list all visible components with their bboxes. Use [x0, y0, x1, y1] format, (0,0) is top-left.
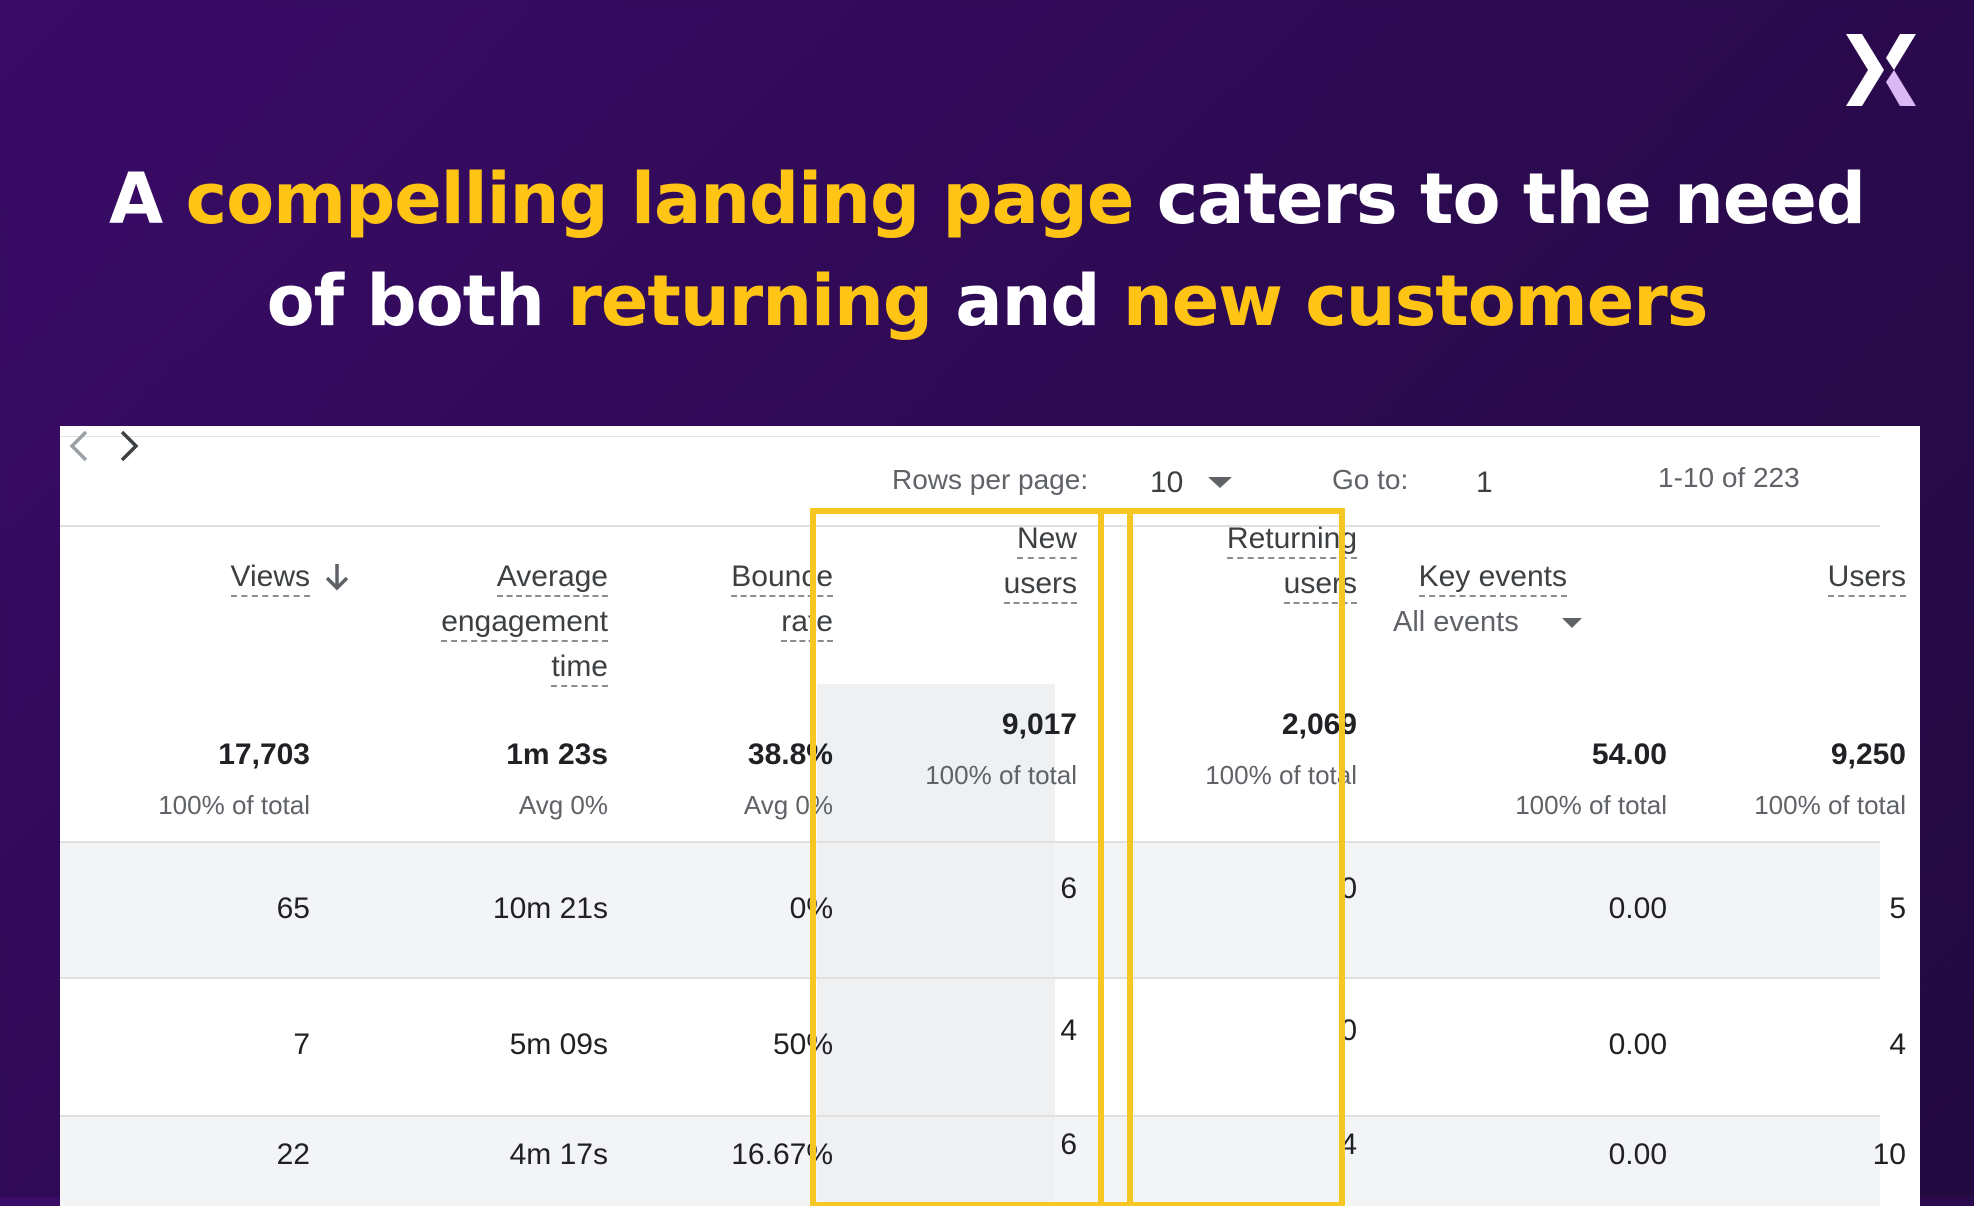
key-events-selector[interactable]: All events — [1393, 606, 1519, 638]
pagination-bar: Rows per page: 10 Go to: 1 1-10 of 223 — [60, 426, 1920, 526]
row-divider — [60, 1115, 1880, 1117]
chevron-left-icon[interactable] — [60, 426, 100, 466]
caret-down-icon[interactable] — [1562, 618, 1582, 628]
cell-users: 4 — [1889, 1028, 1906, 1061]
header-line: time — [551, 650, 608, 687]
header-divider — [60, 525, 1880, 527]
caret-down-icon[interactable] — [1208, 477, 1232, 488]
total-bounce-rate-sub: Avg 0% — [743, 790, 833, 820]
cell-views: 22 — [276, 1138, 310, 1171]
chevron-right-icon[interactable] — [108, 426, 148, 466]
total-avg-engagement: 1m 23s — [506, 738, 608, 771]
cell-bounce-rate: 50% — [772, 1028, 833, 1061]
cell-new-users: 6 — [1060, 1128, 1077, 1161]
cell-new-users: 4 — [1060, 1014, 1077, 1047]
rows-per-page-label: Rows per page: — [892, 464, 1089, 495]
column-header-views[interactable]: Views — [160, 554, 310, 599]
pagination-range: 1-10 of 223 — [1658, 462, 1800, 493]
header-line: Average — [496, 560, 608, 597]
column-header-returning-users[interactable]: Returning users — [1100, 516, 1357, 606]
header-line: Key events — [1418, 560, 1567, 597]
column-header-users[interactable]: Users — [1660, 554, 1906, 599]
cell-users: 10 — [1872, 1138, 1906, 1171]
go-to-label: Go to: — [1332, 464, 1409, 495]
rows-per-page-select[interactable]: 10 — [1150, 466, 1184, 499]
headline-text: caters to the need — [1133, 158, 1866, 240]
column-header-key-events[interactable]: Key events — [1360, 554, 1567, 599]
headline-line-2: of both returning and new customers — [0, 250, 1974, 352]
cell-avg-engagement: 10m 21s — [492, 892, 608, 925]
total-users: 9,250 — [1830, 738, 1906, 771]
column-header-avg-engagement[interactable]: Average engagement time — [360, 554, 608, 689]
total-users-sub: 100% of total — [1754, 790, 1906, 820]
analytics-table-card: Rows per page: 10 Go to: 1 1-10 of 223 V… — [60, 426, 1920, 1206]
header-line: Bounce — [731, 560, 833, 597]
new-users-highlight-box — [810, 508, 1133, 1206]
cell-bounce-rate: 0% — [789, 892, 833, 925]
total-new-users: 9,017 — [1001, 708, 1077, 741]
total-views-sub: 100% of total — [158, 790, 310, 820]
go-to-input[interactable]: 1 — [1476, 466, 1493, 499]
cell-bounce-rate: 16.67% — [731, 1138, 833, 1171]
header-line: engagement — [441, 605, 608, 642]
header-line: Returning — [1226, 522, 1357, 559]
cell-avg-engagement: 5m 09s — [509, 1028, 608, 1061]
column-header-bounce-rate[interactable]: Bounce rate — [660, 554, 833, 644]
headline-text: A — [109, 158, 186, 240]
headline-text: and — [931, 260, 1123, 342]
top-divider — [60, 436, 1880, 437]
totals-divider — [60, 841, 1880, 843]
cell-key-events: 0.00 — [1608, 1028, 1667, 1061]
row-divider — [60, 977, 1880, 979]
cell-key-events: 0.00 — [1608, 1138, 1667, 1171]
header-line: users — [1003, 567, 1077, 604]
total-views: 17,703 — [218, 738, 310, 771]
total-key-events: 54.00 — [1591, 738, 1667, 771]
headline-highlight: returning — [567, 260, 933, 342]
headline-line-1: A compelling landing page caters to the … — [0, 148, 1974, 250]
arrow-down-icon[interactable] — [322, 560, 352, 594]
headline-highlight: new customers — [1122, 260, 1708, 342]
headline-highlight: compelling landing page — [185, 158, 1135, 240]
new-users-column-shade — [817, 684, 1055, 1206]
total-bounce-rate: 38.8% — [747, 738, 833, 771]
cell-views: 65 — [276, 892, 310, 925]
total-avg-engagement-sub: Avg 0% — [518, 790, 608, 820]
total-key-events-sub: 100% of total — [1515, 790, 1667, 820]
headline: A compelling landing page caters to the … — [0, 148, 1974, 352]
headline-text: of both — [266, 260, 568, 342]
header-line: rate — [781, 605, 833, 642]
cell-users: 5 — [1889, 892, 1906, 925]
header-line: Views — [230, 560, 310, 597]
cell-key-events: 0.00 — [1608, 892, 1667, 925]
cell-new-users: 6 — [1060, 872, 1077, 905]
total-returning-users-sub: 100% of total — [1205, 760, 1357, 790]
x-logo-icon — [1846, 34, 1916, 106]
cell-views: 7 — [293, 1028, 310, 1061]
column-header-new-users[interactable]: New users — [860, 516, 1077, 606]
header-line: New — [1016, 522, 1077, 559]
header-line: Users — [1827, 560, 1906, 597]
total-new-users-sub: 100% of total — [925, 760, 1077, 790]
cell-avg-engagement: 4m 17s — [509, 1138, 608, 1171]
returning-users-highlight-box — [1098, 508, 1345, 1206]
